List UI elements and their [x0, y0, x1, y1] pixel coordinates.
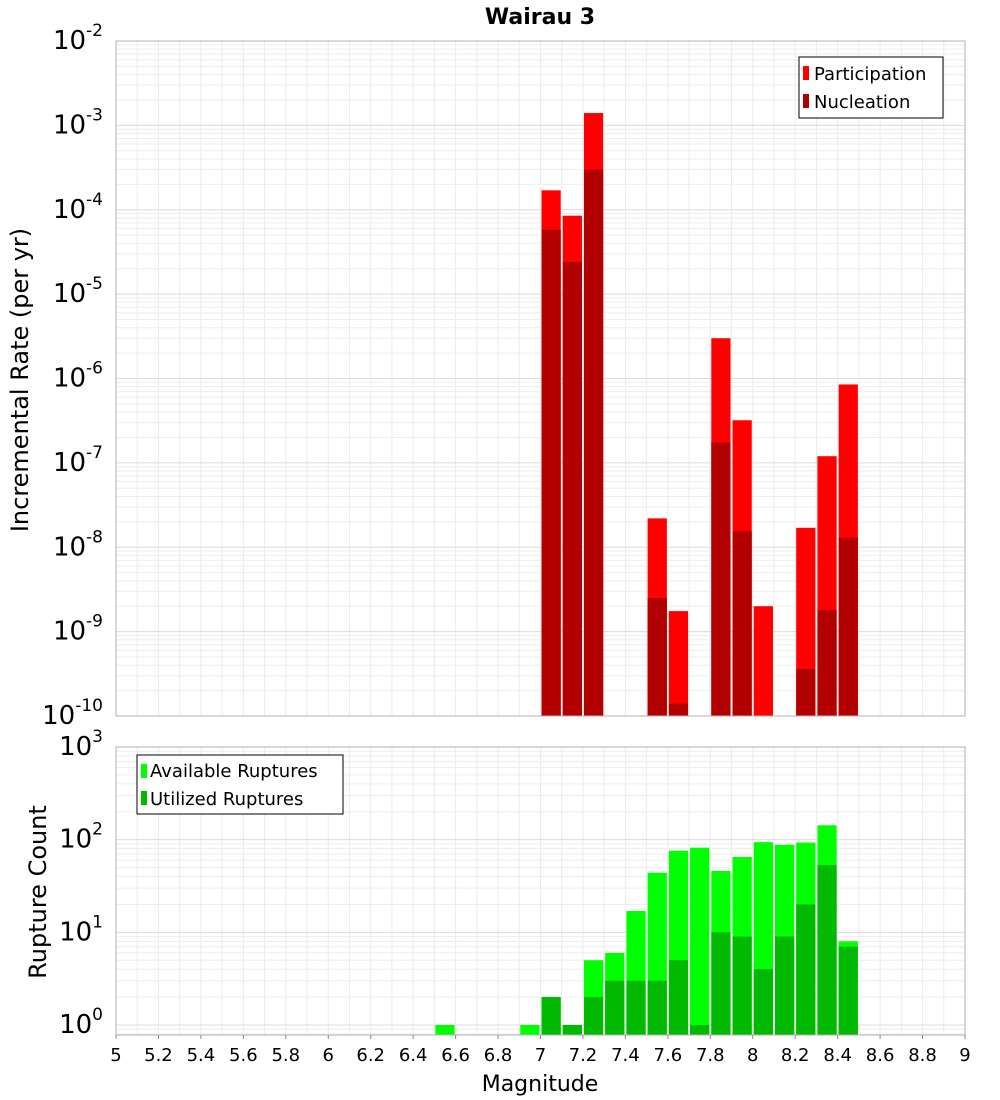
rate-bar-series2: [647, 598, 667, 716]
rate-bar-series2: [711, 442, 731, 716]
count-bar-series2: [817, 865, 837, 1035]
x-tick-label: 9: [959, 1045, 970, 1066]
count-bar-series2: [626, 980, 646, 1035]
count-bar-series1: [435, 1025, 455, 1035]
count-bar-series1: [520, 1025, 540, 1035]
rate-bar-series1: [796, 527, 816, 716]
x-tick-label: 7: [535, 1045, 546, 1066]
count-bar-series2: [711, 932, 731, 1035]
count-bar-series2: [690, 1025, 710, 1035]
nucleation-legend-swatch: [803, 94, 809, 108]
participation-legend-label: Participation: [814, 64, 926, 85]
top-legend: Participation Nucleation: [798, 56, 944, 119]
x-axis-label: Magnitude: [482, 1072, 599, 1097]
rate-y-tick-label: 10-3: [53, 105, 103, 140]
top-legend-box: [798, 56, 944, 119]
rate-bar-series2: [796, 669, 816, 716]
bottom-legend: Available Ruptures Utilized Ruptures: [136, 754, 344, 815]
rate-bar-series2: [562, 262, 582, 716]
count-bar-series2: [541, 997, 561, 1035]
nucleation-legend-label: Nucleation: [814, 92, 910, 113]
x-tick-label: 8.6: [866, 1045, 895, 1066]
x-tick-label: 6.8: [484, 1045, 513, 1066]
rate-y-tick-label: 10-2: [53, 21, 103, 56]
count-bar-series2: [796, 904, 816, 1035]
chart-title: Wairau 3: [485, 5, 595, 30]
x-tick-label: 8.4: [823, 1045, 852, 1066]
count-bar-series2: [838, 946, 858, 1035]
rate-bar-series2: [668, 703, 689, 716]
rate-bar-series2: [838, 537, 858, 716]
rate-bar-series1: [753, 606, 773, 716]
participation-legend-swatch: [803, 66, 809, 80]
count-bar-series2: [562, 1025, 582, 1035]
rate-bar-series2: [817, 610, 837, 716]
top-y-axis-ticks: 10-2 10-3 10-4 10-5 10-6 10-7 10-8 10-9 10-10: [42, 21, 103, 731]
count-bar-series2: [647, 980, 667, 1035]
rate-y-tick-label: 10-10: [42, 696, 103, 731]
count-bar-series2: [732, 936, 752, 1035]
x-tick-label: 5.6: [229, 1045, 258, 1066]
rate-bar-series2: [541, 229, 561, 717]
top-y-axis-label: Incremental Rate (per yr): [6, 228, 34, 532]
rate-y-tick-label: 10-8: [53, 527, 103, 562]
count-bar-series2: [583, 997, 604, 1035]
rate-y-tick-label: 10-5: [53, 274, 103, 309]
available-legend-label: Available Ruptures: [150, 761, 318, 782]
utilized-legend-label: Utilized Ruptures: [150, 789, 303, 810]
top-plot-grid: [115, 40, 966, 717]
x-tick-label: 5: [110, 1045, 121, 1066]
count-bar-series2: [774, 936, 795, 1035]
bottom-legend-box: [136, 754, 344, 815]
bottom-y-axis-ticks: 103 102 101 100: [59, 727, 103, 1040]
top-plot-bars: [541, 113, 858, 717]
bottom-y-axis-label: Rupture Count: [24, 805, 52, 979]
rate-y-tick-label: 10-6: [53, 359, 103, 394]
count-bar-series2: [753, 969, 773, 1035]
count-bar-series2: [605, 980, 625, 1035]
count-y-tick-label: 103: [59, 727, 103, 762]
utilized-legend-swatch: [141, 791, 147, 805]
count-y-tick-label: 102: [59, 820, 103, 855]
x-tick-label: 8.2: [781, 1045, 810, 1066]
rate-bar-series2: [583, 169, 604, 716]
top-plot-frame: [115, 40, 966, 717]
x-tick-label: 8: [747, 1045, 758, 1066]
x-tick-label: 6: [323, 1045, 334, 1066]
count-y-tick-label: 101: [59, 912, 103, 947]
available-legend-swatch: [141, 764, 147, 778]
rate-y-tick-label: 10-7: [53, 443, 103, 478]
x-tick-label: 7.2: [569, 1045, 598, 1066]
rate-y-tick-label: 10-9: [53, 612, 103, 647]
rate-y-tick-label: 10-4: [53, 190, 103, 225]
rate-bar-series2: [732, 531, 752, 716]
count-bar-series1: [690, 847, 710, 1035]
count-y-tick-label: 100: [59, 1005, 103, 1040]
count-bar-series2: [668, 960, 689, 1035]
x-tick-label: 7.8: [696, 1045, 725, 1066]
x-tick-label: 6.4: [399, 1045, 428, 1066]
x-tick-label: 6.2: [356, 1045, 385, 1066]
x-tick-label: 5.2: [144, 1045, 173, 1066]
x-tick-label: 5.8: [271, 1045, 300, 1066]
rate-bar-series1: [668, 611, 689, 716]
bottom-plot-bars: [435, 825, 858, 1035]
x-tick-label: 5.4: [187, 1045, 216, 1066]
x-tick-label: 8.8: [908, 1045, 937, 1066]
x-tick-label: 7.6: [654, 1045, 683, 1066]
x-tick-label: 6.6: [441, 1045, 470, 1066]
x-axis-ticks: 5 5.2 5.4 5.6 5.8 6 6.2 6.4 6.6 6.8 7 7.2 7.4 7.6 7.8 8…: [110, 1035, 971, 1066]
x-tick-label: 7.4: [611, 1045, 640, 1066]
